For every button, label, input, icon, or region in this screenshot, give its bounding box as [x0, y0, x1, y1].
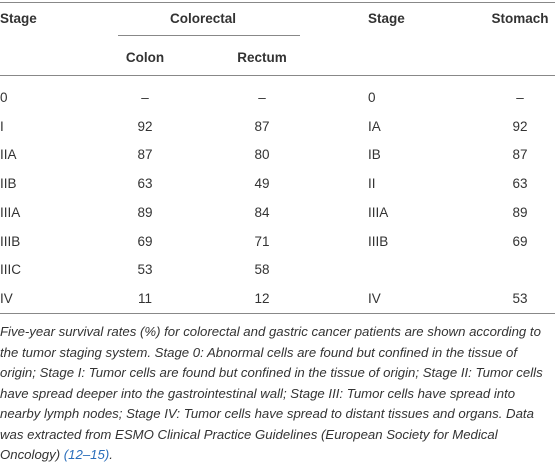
table-cell: I	[0, 118, 4, 134]
group-rule	[118, 35, 300, 36]
header-cell: Rectum	[237, 50, 287, 65]
table-cell: IV	[368, 290, 381, 306]
table-cell: 11	[137, 290, 153, 306]
header-rule	[0, 75, 555, 76]
table-cell: 53	[512, 290, 528, 306]
table-cell: –	[258, 90, 266, 105]
table-cell: IV	[0, 290, 13, 306]
caption: Five-year survival rates (%) for colorec…	[0, 322, 553, 466]
header-cell: Colon	[125, 50, 165, 65]
table-cell: 49	[254, 176, 270, 192]
table-cell: IB	[368, 147, 381, 163]
table-cell: 87	[137, 147, 153, 163]
table-cell: IA	[368, 118, 381, 134]
bottom-rule	[0, 313, 555, 314]
header-cell: Stage	[0, 11, 37, 26]
table-cell: 89	[512, 204, 528, 220]
caption-text: Five-year survival rates (%) for colorec…	[0, 324, 543, 462]
table-cell: 89	[137, 204, 153, 220]
table-cell: 12	[254, 290, 270, 306]
header-cell: Stomach	[491, 11, 549, 26]
table-cell: IIIA	[368, 204, 389, 220]
caption-end: .	[109, 447, 113, 462]
table-cell: 87	[512, 147, 528, 163]
table-cell: 69	[137, 233, 153, 249]
table-cell: 63	[137, 176, 153, 192]
table-cell: 0	[368, 90, 376, 105]
table-cell: 84	[254, 204, 270, 220]
table-cell: 87	[254, 118, 270, 134]
table-cell: –	[141, 90, 149, 105]
table-cell: 0	[0, 90, 8, 105]
table-cell: IIIB	[0, 233, 21, 249]
table-cell: IIIA	[0, 204, 21, 220]
table-cell: IIA	[0, 147, 17, 163]
table-cell: 63	[512, 176, 528, 192]
table-cell: IIIB	[368, 233, 389, 249]
table-cell: 53	[137, 262, 153, 278]
table-cell: 71	[254, 233, 270, 249]
table-cell: IIB	[0, 176, 17, 192]
table-cell: II	[368, 176, 376, 192]
header-cell: Stage	[368, 11, 405, 26]
table-cell: 58	[254, 262, 270, 278]
header-cell: Colorectal	[169, 11, 237, 26]
table-cell: 92	[512, 118, 528, 134]
table-cell: 80	[254, 147, 270, 163]
top-rule	[0, 2, 555, 3]
table-cell: –	[516, 90, 524, 105]
caption-reference: (12–15)	[63, 447, 110, 462]
table-cell: IIIC	[0, 262, 22, 278]
table-cell: 69	[512, 233, 528, 249]
table-cell: 92	[137, 118, 153, 134]
